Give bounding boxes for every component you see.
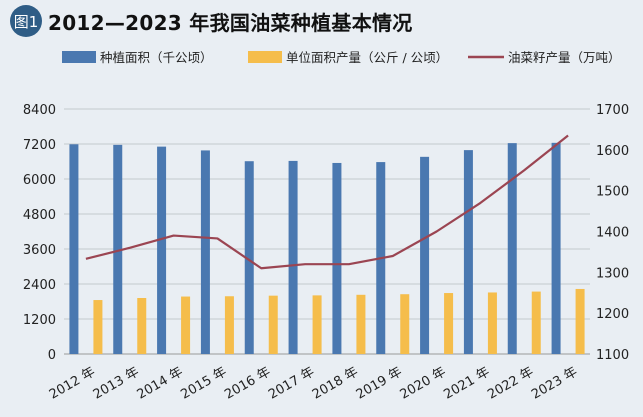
bar-yield — [137, 298, 147, 354]
bar-area — [157, 146, 167, 354]
bar-yield — [356, 294, 366, 354]
bar-area — [463, 150, 473, 354]
bar-yield — [268, 295, 278, 354]
bar-yield — [93, 300, 103, 354]
bar-area — [507, 143, 517, 354]
x-tick-label: 2022 年 — [485, 364, 536, 402]
y-right-tick-label: 1300 — [596, 266, 629, 281]
y-left-tick-label: 8400 — [23, 103, 56, 118]
x-tick-label: 2014 年 — [135, 364, 186, 402]
y-right-tick-label: 1600 — [596, 144, 629, 159]
y-left-tick-label: 4800 — [23, 208, 56, 223]
x-tick-label: 2019 年 — [354, 364, 405, 402]
x-tick-label: 2018 年 — [310, 364, 361, 402]
x-tick-label: 2017 年 — [266, 364, 317, 402]
y-left-tick-label: 1200 — [23, 313, 56, 328]
y-right-tick-label: 1400 — [596, 226, 629, 241]
line-output — [85, 134, 569, 270]
y-left-tick-label: 2400 — [23, 278, 56, 293]
bar-area — [551, 142, 561, 354]
bar-yield — [181, 296, 191, 354]
bar-yield — [487, 292, 497, 354]
bar-area — [244, 161, 254, 354]
legend-label-area: 种植面积（千公顷） — [100, 50, 213, 65]
bar-yield — [400, 294, 410, 354]
legend-swatch-yield — [248, 51, 282, 63]
y-right-tick-label: 1500 — [596, 185, 629, 200]
y-left-tick-label: 3600 — [23, 243, 56, 258]
x-tick-label: 2015 年 — [178, 364, 229, 402]
bar-area — [113, 144, 123, 354]
y-right-tick-label: 1700 — [596, 103, 629, 118]
figure-badge: 图1 — [10, 5, 42, 37]
bar-yield — [444, 293, 454, 354]
y-left-tick-label: 0 — [48, 348, 56, 363]
bar-area — [332, 162, 342, 354]
x-tick-label: 2020 年 — [398, 364, 449, 402]
chart-header: 图1 2012—2023 年我国油菜种植基本情况 — [10, 4, 413, 38]
bar-yield — [312, 295, 322, 354]
y-right-tick-label: 1100 — [596, 348, 629, 363]
legend-label-output: 油菜籽产量（万吨） — [508, 50, 621, 65]
x-tick-label: 2023 年 — [529, 364, 580, 402]
bar-area — [69, 144, 79, 354]
bar-area — [420, 156, 430, 354]
bar-area — [288, 160, 298, 354]
legend-swatch-area — [62, 51, 96, 63]
y-right-tick-label: 1200 — [596, 307, 629, 322]
x-tick-label: 2012 年 — [47, 364, 98, 402]
y-left-tick-label: 6000 — [23, 173, 56, 188]
x-tick-label: 2016 年 — [222, 364, 273, 402]
y-left-tick-label: 7200 — [23, 138, 56, 153]
bar-yield — [531, 291, 541, 354]
bar-area — [200, 150, 210, 354]
x-tick-label: 2013 年 — [91, 364, 142, 402]
chart-title: 2012—2023 年我国油菜种植基本情况 — [48, 10, 413, 35]
legend-label-yield: 单位面积产量（公斤 / 公顷） — [286, 50, 448, 65]
bar-yield — [575, 288, 585, 354]
x-tick-label: 2021 年 — [441, 364, 492, 402]
bar-yield — [224, 296, 234, 354]
